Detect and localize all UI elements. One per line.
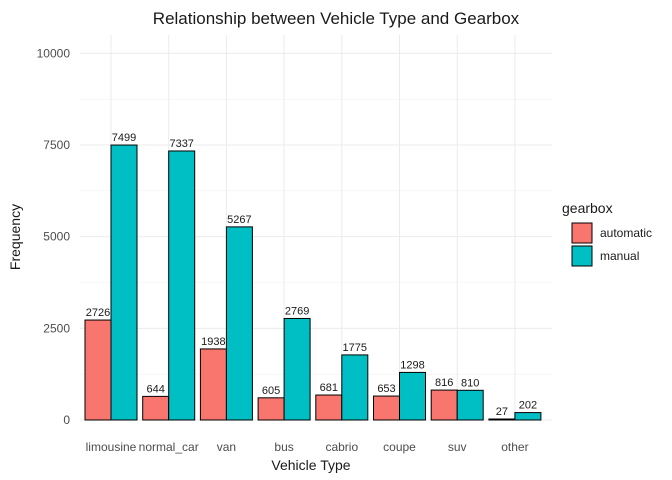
x-tick-label: bus [274, 440, 293, 454]
x-tick-label: other [501, 440, 528, 454]
bar-manual [456, 389, 484, 421]
y-tick-label: 2500 [43, 321, 70, 335]
bar-manual [341, 354, 369, 421]
bar-value-label: 1775 [343, 342, 367, 354]
bar-value-label: 810 [461, 377, 479, 389]
bar-automatic [257, 397, 285, 421]
x-tick-label: coupe [383, 440, 416, 454]
bar-value-label: 1938 [201, 336, 225, 348]
bar-value-label: 202 [519, 400, 537, 412]
y-tick-label: 0 [63, 413, 70, 427]
bar-value-label: 7499 [112, 132, 136, 144]
bar-value-label: 2726 [86, 307, 110, 319]
x-tick-label: cabrio [325, 440, 358, 454]
x-tick-label: suv [448, 440, 467, 454]
bar-labels: 2726 7499 644 7337 1938 5267 605 2769 681 1775 653… [86, 132, 537, 418]
bar-automatic [84, 319, 112, 421]
bar-manual [399, 371, 426, 421]
legend-label: manual [600, 249, 639, 263]
bar-automatic [315, 394, 343, 421]
bar-automatic [199, 348, 227, 421]
y-axis: 0 2500 5000 7500 10000 [37, 46, 71, 427]
bar-value-label: 605 [262, 385, 280, 397]
x-tick-label: van [217, 440, 236, 454]
legend: gearbox automatic manual [562, 200, 652, 267]
bar-automatic [373, 395, 400, 421]
y-tick-label: 5000 [43, 230, 70, 244]
bar-value-label: 644 [147, 383, 165, 395]
bar-value-label: 653 [377, 383, 395, 395]
bar-value-label: 7337 [169, 138, 193, 150]
grid [80, 35, 552, 421]
bar-manual [283, 317, 311, 421]
legend-label: automatic [600, 226, 652, 240]
bar-value-label: 816 [435, 377, 453, 389]
chart-title: Relationship between Vehicle Type and Ge… [153, 9, 520, 28]
x-tick-label: normal_car [139, 440, 199, 454]
bar-manual [225, 226, 253, 421]
x-axis-title: Vehicle Type [271, 457, 350, 473]
bar-manual [168, 150, 196, 421]
x-tick-label: limousine [86, 440, 137, 454]
bar-value-label: 5267 [227, 214, 251, 226]
bar-value-label: 2769 [285, 305, 309, 317]
bar-value-label: 1298 [400, 359, 424, 371]
x-axis: limousine normal_car van bus cabrio coupe suv o… [86, 440, 529, 454]
bar-automatic [430, 389, 458, 421]
legend-items: automatic manual [571, 222, 652, 267]
bar-automatic [142, 395, 170, 421]
bar-manual [110, 144, 138, 421]
legend-title: gearbox [562, 200, 613, 216]
bar-automatic [488, 418, 516, 421]
y-tick-label: 10000 [37, 46, 71, 60]
y-axis-title: Frequency [7, 204, 23, 270]
bar-manual [514, 412, 542, 421]
bars [84, 144, 542, 421]
legend-key-automatic [571, 222, 593, 244]
legend-key-manual [571, 245, 593, 267]
bar-value-label: 681 [320, 382, 338, 394]
y-tick-label: 7500 [43, 138, 70, 152]
bar-value-label: 27 [496, 406, 508, 418]
